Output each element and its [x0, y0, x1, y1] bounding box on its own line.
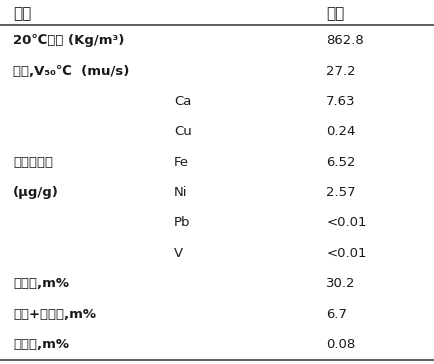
- Text: Ni: Ni: [174, 186, 187, 199]
- Text: Pb: Pb: [174, 217, 190, 229]
- Text: V: V: [174, 247, 183, 260]
- Text: <0.01: <0.01: [326, 217, 366, 229]
- Text: 6.52: 6.52: [326, 156, 355, 169]
- Text: 沥青质,m%: 沥青质,m%: [13, 338, 69, 351]
- Text: <0.01: <0.01: [326, 247, 366, 260]
- Text: 30.2: 30.2: [326, 277, 355, 290]
- Text: 6.7: 6.7: [326, 308, 346, 321]
- Text: 0.24: 0.24: [326, 125, 355, 138]
- Text: 性质: 性质: [13, 6, 31, 21]
- Text: Ca: Ca: [174, 95, 191, 108]
- Text: 数据: 数据: [326, 6, 344, 21]
- Text: 蜡含量,m%: 蜡含量,m%: [13, 277, 69, 290]
- Text: 0.08: 0.08: [326, 338, 355, 351]
- Text: 胶质+沥青质,m%: 胶质+沥青质,m%: [13, 308, 96, 321]
- Text: 7.63: 7.63: [326, 95, 355, 108]
- Text: Fe: Fe: [174, 156, 188, 169]
- Text: 862.8: 862.8: [326, 34, 363, 47]
- Text: 20℃密度 (Kg/m³): 20℃密度 (Kg/m³): [13, 34, 124, 47]
- Text: 27.2: 27.2: [326, 64, 355, 78]
- Text: Cu: Cu: [174, 125, 191, 138]
- Text: 黏度,V₅₀℃  (mu/s): 黏度,V₅₀℃ (mu/s): [13, 64, 129, 78]
- Text: 重金属含量: 重金属含量: [13, 156, 53, 169]
- Text: (μg/g): (μg/g): [13, 186, 59, 199]
- Text: 2.57: 2.57: [326, 186, 355, 199]
